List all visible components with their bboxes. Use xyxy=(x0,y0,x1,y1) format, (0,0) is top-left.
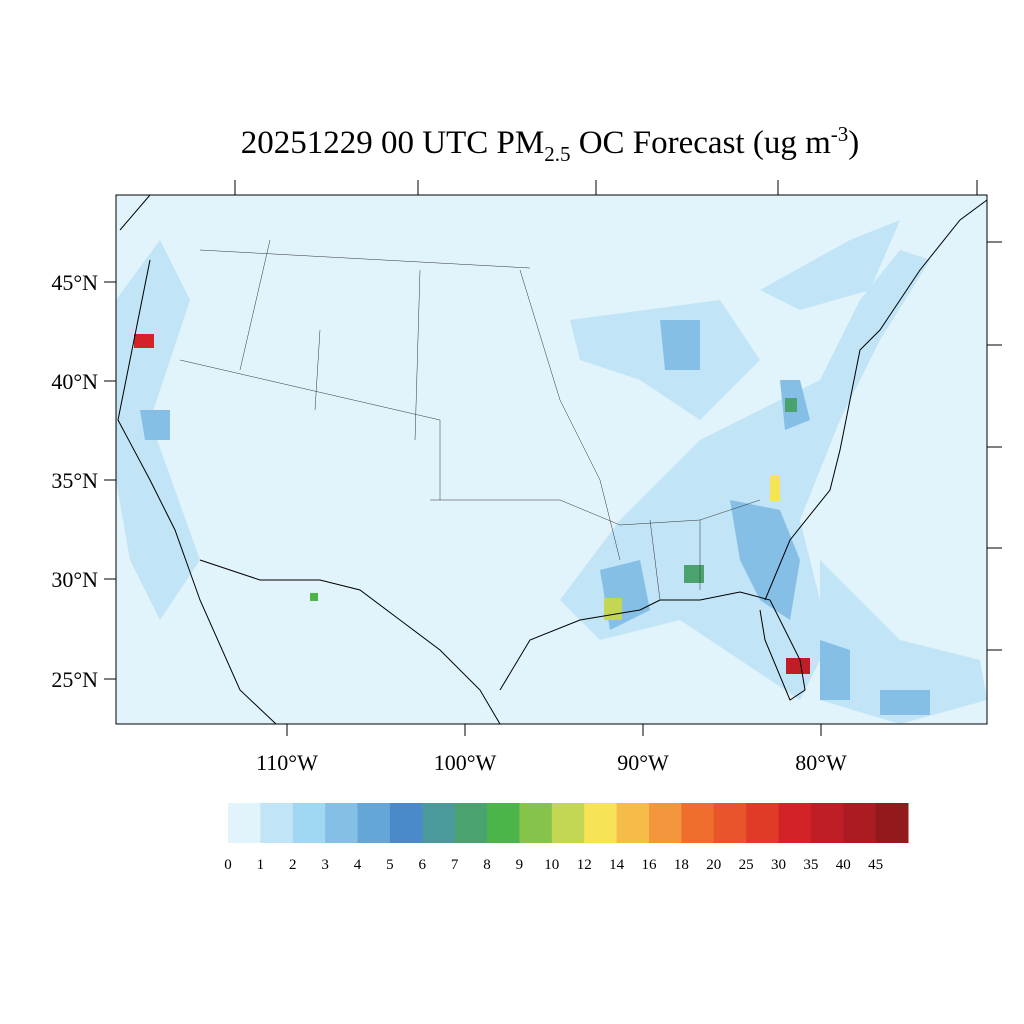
colorbar-box xyxy=(551,803,585,843)
colorbar-label: 8 xyxy=(483,857,491,873)
colorbar-label: 16 xyxy=(641,857,657,873)
colorbar-box xyxy=(487,803,520,843)
title-text: OC Forecast (ug m xyxy=(570,125,831,161)
colorbar-box xyxy=(843,803,877,843)
colorbar-box xyxy=(325,803,359,843)
colorbar-box xyxy=(519,803,553,843)
tick-marks xyxy=(104,180,1002,736)
title-text: 20251229 00 UTC PM xyxy=(241,125,544,161)
colorbar-label: 1 xyxy=(257,857,265,873)
colorbar-box xyxy=(357,803,391,843)
colorbar-box xyxy=(746,803,779,843)
colorbar-box xyxy=(713,803,747,843)
colorbar-label: 0 xyxy=(224,857,232,873)
colorbar-label: 25 xyxy=(739,857,754,873)
colorbar-label: 20 xyxy=(706,857,721,873)
colorbar-box xyxy=(648,803,682,843)
colorbar-label: 40 xyxy=(836,857,851,873)
lon-label: 100°W xyxy=(434,750,497,775)
map-frame xyxy=(115,194,988,725)
lon-label: 110°W xyxy=(256,750,318,775)
colorbar-box xyxy=(292,803,326,843)
lon-label: 90°W xyxy=(617,750,669,775)
colorbar-box xyxy=(681,803,715,843)
colorbar-label: 5 xyxy=(386,857,394,873)
colorbar-box xyxy=(875,803,909,843)
colorbar-label: 7 xyxy=(451,857,459,873)
lat-label: 30°N xyxy=(51,567,98,592)
lat-label: 25°N xyxy=(51,667,98,692)
title: 20251229 00 UTC PM2.5 OC Forecast (ug m-… xyxy=(241,122,860,166)
axis-labels: 45°N 40°N 35°N 30°N 25°N 110°W 100°W 90°W 80°W xyxy=(51,270,847,775)
title-superscript: -3 xyxy=(831,122,849,146)
colorbar-box xyxy=(778,803,812,843)
colorbar-box xyxy=(389,803,423,843)
colorbar-box xyxy=(454,803,488,843)
colorbar-label: 2 xyxy=(289,857,297,873)
lat-label: 40°N xyxy=(51,369,98,394)
colorbar-box xyxy=(584,803,618,843)
colorbar-label: 30 xyxy=(771,857,786,873)
map xyxy=(104,180,1002,736)
state-boundaries xyxy=(179,239,761,601)
colorbar-box xyxy=(228,803,261,843)
colorbar-box xyxy=(810,803,844,843)
lon-label: 80°W xyxy=(795,750,847,775)
lat-label: 45°N xyxy=(51,270,98,295)
colorbar-label: 12 xyxy=(577,857,592,873)
colorbar-box xyxy=(616,803,650,843)
colorbar-label: 6 xyxy=(419,857,427,873)
colorbar-label: 4 xyxy=(354,857,362,873)
coastline xyxy=(117,194,988,725)
lat-label: 35°N xyxy=(51,468,98,493)
colorbar-label: 14 xyxy=(609,857,625,873)
colorbar-label: 10 xyxy=(544,857,559,873)
title-subscript: 2.5 xyxy=(544,142,570,166)
colorbar-box xyxy=(260,803,294,843)
hotspots xyxy=(134,334,810,674)
colorbar-label: 45 xyxy=(868,857,883,873)
colorbar-label: 3 xyxy=(321,857,329,873)
colorbar-label: 35 xyxy=(803,857,818,873)
colorbar-box xyxy=(422,803,456,843)
title-text: ) xyxy=(848,125,859,161)
colorbar: 0 1 2 3 4 5 6 7 8 9 10 12 14 16 18 20 25 30 35 40 45 xyxy=(224,803,909,873)
colorbar-label: 18 xyxy=(674,857,689,873)
colorbar-label: 9 xyxy=(516,857,524,873)
